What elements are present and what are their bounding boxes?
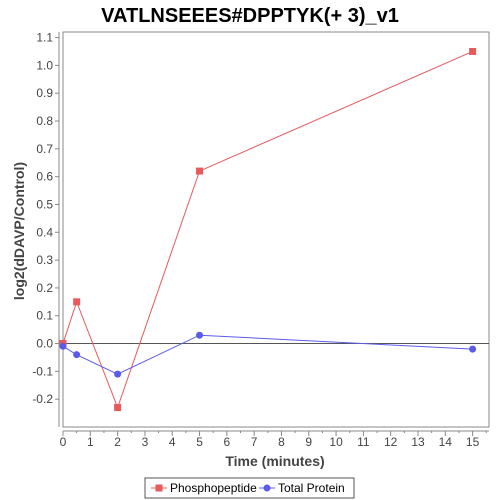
x-axis-label: Time (minutes) [225, 453, 324, 469]
x-tick-label: 0 [60, 435, 67, 449]
x-tick-label: 5 [196, 435, 203, 449]
series-total-protein [59, 331, 477, 378]
y-tick-label: 0.3 [36, 253, 53, 267]
x-tick-label: 3 [142, 435, 149, 449]
data-point [73, 298, 81, 306]
y-tick-label: 0.1 [36, 309, 53, 323]
x-axis: 0 1 2 3 4 5 6 7 8 9 10 11 12 13 14 15 [60, 430, 489, 449]
data-point [469, 345, 477, 353]
plot-background [62, 31, 490, 428]
data-point [469, 47, 477, 55]
y-tick-label: 0.5 [36, 197, 53, 211]
x-tick-label: 6 [224, 435, 231, 449]
x-tick-label: 9 [305, 435, 312, 449]
x-tick-label: 11 [357, 435, 370, 449]
legend-box [144, 477, 355, 499]
x-tick-label: 12 [384, 435, 398, 449]
data-point [114, 370, 122, 378]
x-tick-label: 4 [169, 435, 176, 449]
plot-area [62, 31, 490, 428]
y-tick-label: 0.2 [36, 281, 53, 295]
y-axis: -0.2 -0.1 0.0 0.1 0.2 0.3 0.4 0.5 0.6 0.7 0.8 0.9 1.… [32, 31, 60, 427]
data-point [196, 331, 204, 339]
y-axis-label: log2(dDAVP/Control) [11, 162, 27, 300]
x-tick-label: 10 [329, 435, 343, 449]
y-tick-label: 1.1 [36, 31, 53, 45]
y-tick-label: 0.9 [36, 86, 53, 100]
y-tick-label: 0.4 [36, 225, 53, 239]
x-tick-label: 7 [251, 435, 258, 449]
chart-title: VATLNSEEES#DPPTYK(+ 3)_v1 [101, 5, 399, 27]
x-tick-label: 1 [87, 435, 94, 449]
legend-marker-square [155, 484, 163, 492]
x-tick-label: 14 [439, 435, 453, 449]
series-layer [59, 47, 477, 412]
y-tick-label: -0.1 [32, 364, 53, 378]
y-tick-label: 1.0 [36, 58, 53, 72]
y-tick-label: -0.2 [32, 392, 53, 406]
x-tick-label: 2 [114, 435, 121, 449]
x-tick-label: 13 [411, 435, 425, 449]
data-point [73, 351, 81, 359]
legend-label: Phosphopeptide [170, 481, 257, 495]
legend-label: Total Protein [278, 481, 345, 495]
y-tick-label: 0.8 [36, 114, 53, 128]
x-tick-label: 15 [466, 435, 480, 449]
x-tick-label: 8 [278, 435, 285, 449]
legend: Phosphopeptide Total Protein [144, 477, 355, 499]
data-point [114, 404, 122, 412]
y-tick-label: 0.7 [36, 142, 53, 156]
data-point [59, 342, 67, 350]
y-tick-label: 0.6 [36, 170, 53, 184]
legend-marker-circle [263, 484, 271, 492]
y-tick-label: 0.0 [36, 337, 53, 351]
data-point [196, 167, 204, 175]
